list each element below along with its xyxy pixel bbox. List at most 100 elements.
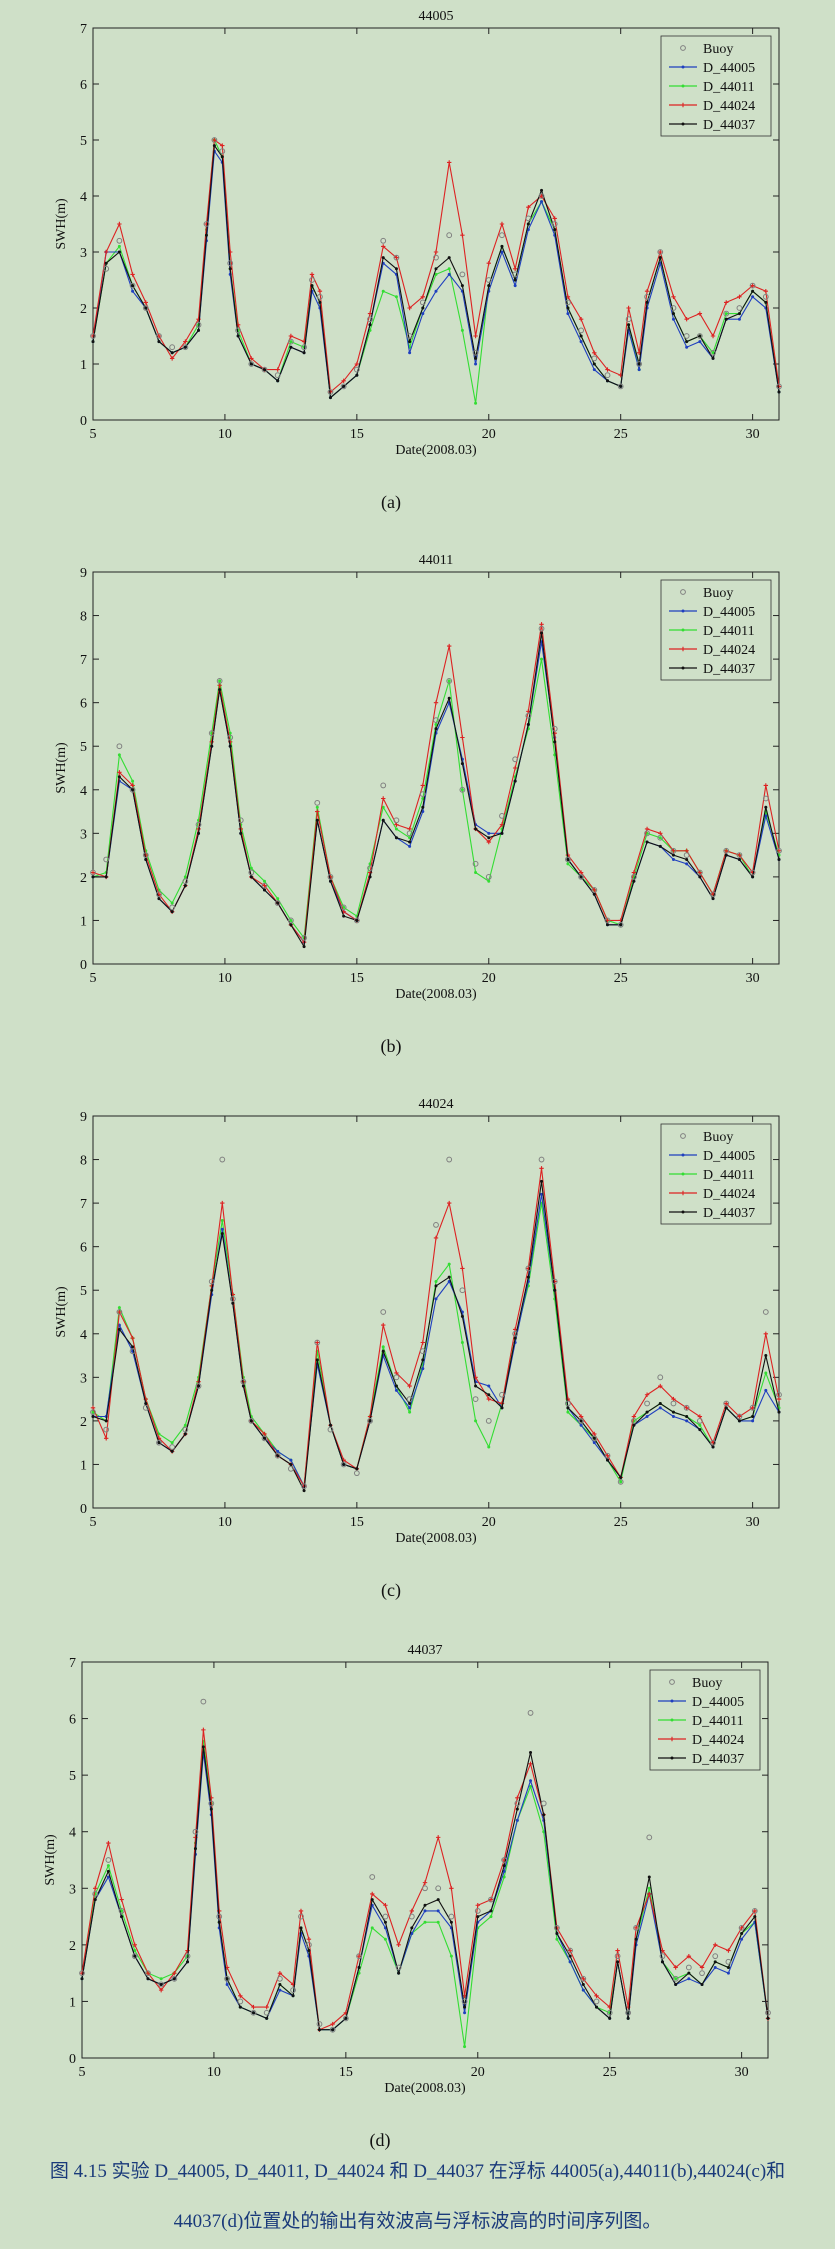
data-point-d44011-marker [566, 1410, 570, 1414]
data-point-d44037-marker [408, 340, 412, 344]
x-tick-label: 20 [471, 2065, 485, 2080]
data-point-d44037-marker [397, 1971, 401, 1975]
data-point-buoy-marker [287, 1465, 294, 1472]
data-point-d44024-marker [499, 1401, 505, 1406]
data-point-d44024-marker [752, 1908, 758, 1914]
data-point-d44037-marker [540, 188, 544, 192]
data-point-buoy-marker [203, 221, 210, 227]
data-point-buoy-marker [749, 1404, 756, 1411]
data-point-buoy-marker [501, 1857, 508, 1863]
data-point-d44037-marker [724, 1406, 728, 1410]
data-point-buoy-marker [604, 372, 611, 379]
data-point-d44037-marker [276, 1454, 280, 1458]
data-point-d44037-marker [249, 362, 253, 366]
data-point-d44037-marker [289, 1462, 293, 1466]
data-point-d44037-marker [737, 1419, 741, 1423]
data-point-d44024-marker [776, 848, 782, 853]
chart-panel-b: 44011 0 1 2 3 4 5 6 7 8 9 5 10 15 20 25 30 Date(2008.03) S… [54, 553, 782, 1057]
data-point-d44037-marker [553, 228, 557, 232]
y-tick-label: 0 [80, 958, 87, 973]
data-point-d44024-marker [499, 221, 505, 227]
data-point-buoy-marker [485, 1417, 492, 1424]
data-point-d44024-marker [238, 1993, 243, 1998]
data-point-d44037-marker [740, 1932, 744, 1936]
data-point-d44011-marker [289, 918, 293, 922]
data-point-d44011-marker [394, 295, 398, 299]
series-line-d44011 [92, 1203, 780, 1489]
data-point-buoy-marker [261, 882, 268, 889]
series-line-d44024 [81, 1729, 769, 2031]
data-point-buoy-marker [751, 1908, 758, 1914]
data-point-buoy-marker [551, 1278, 558, 1285]
data-point-d44037-marker [307, 1949, 311, 1953]
data-point-d44024-marker [449, 1886, 454, 1891]
data-point-d44011-marker [463, 2045, 467, 2049]
data-point-d44024-marker [145, 1970, 151, 1976]
data-point-d44005-marker [421, 1367, 425, 1371]
legend-d44024-marker [680, 102, 686, 108]
data-point-d44037-marker [228, 744, 232, 748]
series-line-d44011 [92, 658, 780, 940]
data-point-d44011-marker [120, 1909, 124, 1913]
data-point-d44037-marker [447, 1275, 451, 1279]
data-point-d44037-marker [212, 144, 216, 148]
data-point-d44024-marker [763, 289, 769, 294]
data-point-d44011-marker [220, 1219, 224, 1223]
data-point-d44005-marker [225, 1982, 229, 1986]
data-point-buoy-marker [525, 1265, 532, 1272]
data-point-d44024-marker [407, 1383, 412, 1389]
data-point-d44024-marker [460, 1266, 465, 1271]
legend-d44011-marker [670, 1718, 674, 1722]
data-point-d44037-marker [144, 857, 148, 861]
data-point-d44024-marker [103, 249, 109, 255]
x-tick-label: 15 [350, 427, 364, 442]
legend-d44005-marker [681, 609, 685, 613]
y-tick-label: 5 [69, 1769, 76, 1784]
data-point-d44037-marker [513, 779, 517, 783]
data-point-d44037-marker [239, 831, 243, 835]
data-point-buoy-marker [554, 1924, 560, 1931]
data-point-d44024-marker [420, 1340, 426, 1345]
legend-label-d44011: D_44011 [703, 1168, 755, 1183]
x-tick-label: 10 [218, 1515, 232, 1530]
data-point-d44011-marker [170, 1441, 174, 1445]
y-tick-label: 1 [80, 1458, 87, 1473]
data-point-d44037-marker [310, 284, 314, 288]
data-point-d44037-marker [542, 1813, 546, 1817]
y-axis-label: SWH(m) [54, 742, 69, 794]
data-point-d44024-marker [699, 1965, 705, 1970]
data-point-buoy-marker [685, 1964, 692, 1971]
data-point-d44037-marker [331, 2028, 335, 2032]
y-tick-label: 2 [69, 1939, 76, 1954]
data-point-buoy-marker [657, 1374, 664, 1381]
data-point-buoy-marker [565, 856, 571, 863]
data-point-d44037-marker [421, 306, 425, 310]
data-point-d44037-marker [737, 312, 741, 316]
data-point-d44011-marker [228, 731, 232, 735]
data-point-d44005-marker [579, 1423, 583, 1427]
data-point-d44011-marker [159, 1977, 163, 1981]
data-point-d44037-marker [579, 1419, 583, 1423]
data-point-d44005-marker [276, 1449, 280, 1453]
data-point-d44037-marker [777, 857, 781, 861]
series-d44037 [91, 631, 781, 949]
data-point-d44037-marker [555, 1932, 559, 1936]
data-point-d44024-marker [183, 339, 188, 344]
data-point-d44005-marker [289, 1458, 293, 1462]
data-point-d44037-marker [579, 334, 583, 338]
data-point-d44037-marker [117, 775, 121, 779]
data-point-d44024-marker [594, 1993, 599, 1998]
data-point-d44024-marker [724, 1401, 729, 1406]
data-point-d44037-marker [500, 1406, 504, 1410]
y-axis-label: SWH(m) [43, 1834, 58, 1886]
data-point-d44024-marker [433, 700, 439, 705]
data-point-d44024-marker [315, 809, 320, 814]
data-point-d44037-marker [476, 1915, 480, 1919]
data-point-d44037-marker [172, 1977, 176, 1981]
data-point-d44037-marker [342, 384, 346, 388]
data-point-buoy-marker [617, 383, 624, 390]
x-tick-label: 10 [218, 971, 232, 986]
data-point-d44037-marker [218, 688, 222, 692]
data-point-d44037-marker [487, 1393, 491, 1397]
data-point-d44037-marker [460, 762, 464, 766]
